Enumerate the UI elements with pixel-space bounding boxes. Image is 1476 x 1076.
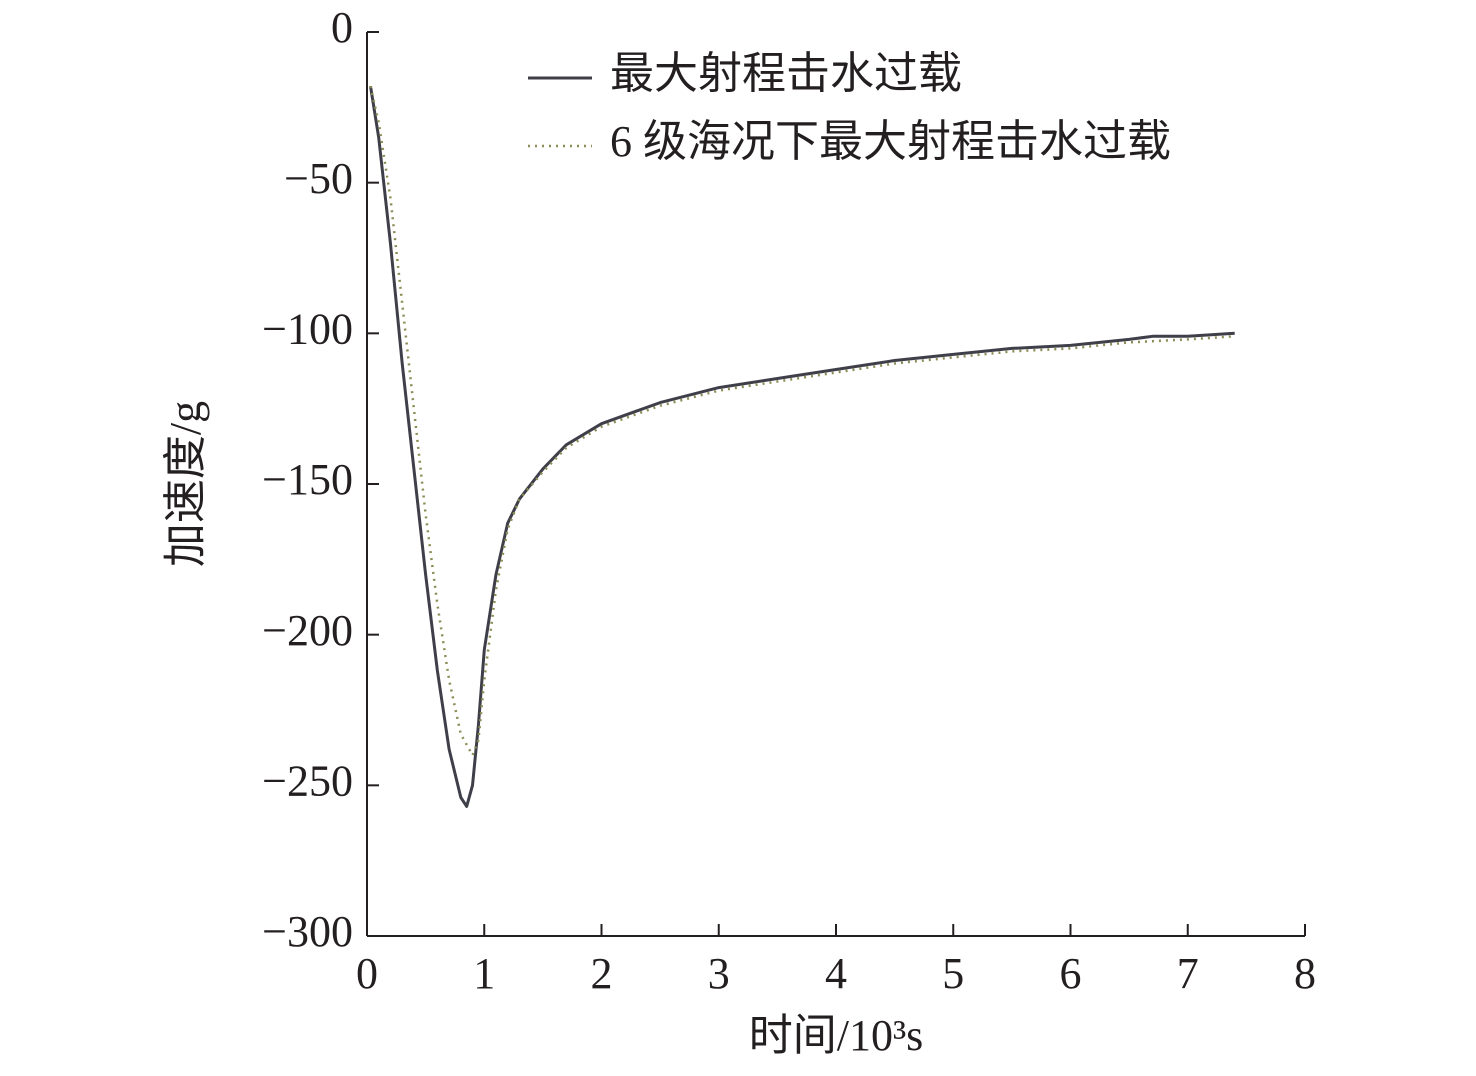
y-tick-label: −150 <box>262 455 353 504</box>
legend-label: 最大射程击水过载 <box>610 49 962 98</box>
y-axis-label: 加速度/g <box>161 401 210 567</box>
legend-label: 6 级海况下最大射程击水过载 <box>610 117 1171 166</box>
y-tick-label: −300 <box>262 907 353 956</box>
x-tick-label: 0 <box>356 949 378 998</box>
data-line <box>369 85 1235 808</box>
x-tick-label: 8 <box>1294 949 1316 998</box>
y-tick-label: −250 <box>262 756 353 805</box>
x-tick-label: 4 <box>825 949 847 998</box>
x-tick-label: 3 <box>708 949 730 998</box>
x-tick-label: 5 <box>942 949 964 998</box>
data-line <box>369 85 1235 757</box>
x-tick-label: 2 <box>591 949 613 998</box>
y-tick-label: −50 <box>284 154 353 203</box>
y-tick-label: 0 <box>331 3 353 52</box>
x-axis-label: 时间/10³s <box>749 1011 924 1060</box>
x-tick-label: 7 <box>1177 949 1199 998</box>
y-tick-label: −200 <box>262 606 353 655</box>
x-tick-label: 6 <box>1060 949 1082 998</box>
y-tick-label: −100 <box>262 304 353 353</box>
x-tick-label: 1 <box>473 949 495 998</box>
